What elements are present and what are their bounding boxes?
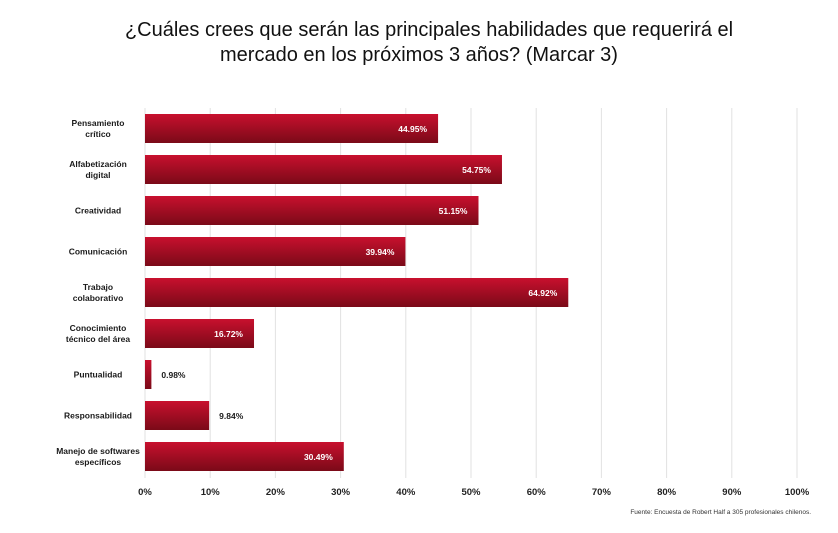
category-label: Pensamiento — [72, 118, 125, 128]
category-label: Trabajo — [83, 282, 113, 292]
bar — [145, 114, 439, 143]
bars — [145, 114, 569, 471]
chart-title: ¿Cuáles crees que serán las principales … — [0, 18, 838, 68]
bar — [145, 442, 344, 471]
category-label: técnico del área — [66, 334, 131, 344]
source-note: Fuente: Encuesta de Robert Half a 305 pr… — [630, 509, 811, 516]
x-tick-label: 50% — [461, 487, 481, 498]
bar — [145, 319, 255, 348]
chart-title-line-1: ¿Cuáles crees que serán las principales … — [124, 19, 734, 41]
bar — [145, 155, 502, 184]
category-label: Responsabilidad — [64, 411, 132, 421]
x-tick-label: 70% — [592, 487, 612, 498]
x-tick-label: 0% — [138, 487, 152, 498]
bar — [145, 196, 479, 225]
x-tick-label: 20% — [266, 487, 286, 498]
category-label: crítico — [85, 129, 111, 139]
bar — [145, 278, 569, 307]
bar — [145, 360, 152, 389]
category-label: digital — [85, 170, 110, 180]
category-label: Comunicación — [69, 247, 128, 257]
x-tick-label: 80% — [657, 487, 677, 498]
x-tick-label: 10% — [201, 487, 221, 498]
data-label: 30.49% — [304, 452, 333, 462]
category-label: Manejo de softwares — [56, 446, 140, 456]
category-label: específicos — [75, 457, 122, 467]
data-label: 44.95% — [398, 124, 427, 134]
x-tick-label: 60% — [527, 487, 547, 498]
bar — [145, 237, 406, 266]
x-tick-label: 30% — [331, 487, 351, 498]
category-label: Creatividad — [75, 206, 121, 216]
x-tick-label: 90% — [722, 487, 742, 498]
data-label: 9.84% — [219, 411, 244, 421]
value-labels: 44.95% 54.75% 51.15% 39.94% 64.92% 16.72% 0.98… — [161, 124, 557, 462]
x-axis-tick-labels: 0% 10% 20% 30% 40% 50% 60% 70% 80% 90% 100% — [138, 487, 810, 498]
data-label: 39.94% — [366, 247, 395, 257]
category-label: colaborativo — [73, 293, 124, 303]
data-label: 54.75% — [462, 165, 491, 175]
data-label: 16.72% — [214, 329, 243, 339]
data-label: 51.15% — [439, 206, 468, 216]
category-label: Puntualidad — [74, 370, 123, 380]
data-label: 64.92% — [528, 288, 557, 298]
chart-title-line-2: mercado en los próximos 3 años? (Marcar … — [220, 44, 618, 66]
bar — [145, 401, 210, 430]
data-label: 0.98% — [161, 370, 186, 380]
x-tick-label: 40% — [396, 487, 416, 498]
category-label: Alfabetización — [69, 159, 127, 169]
category-label: Conocimiento — [70, 323, 127, 333]
x-tick-label: 100% — [785, 487, 810, 498]
